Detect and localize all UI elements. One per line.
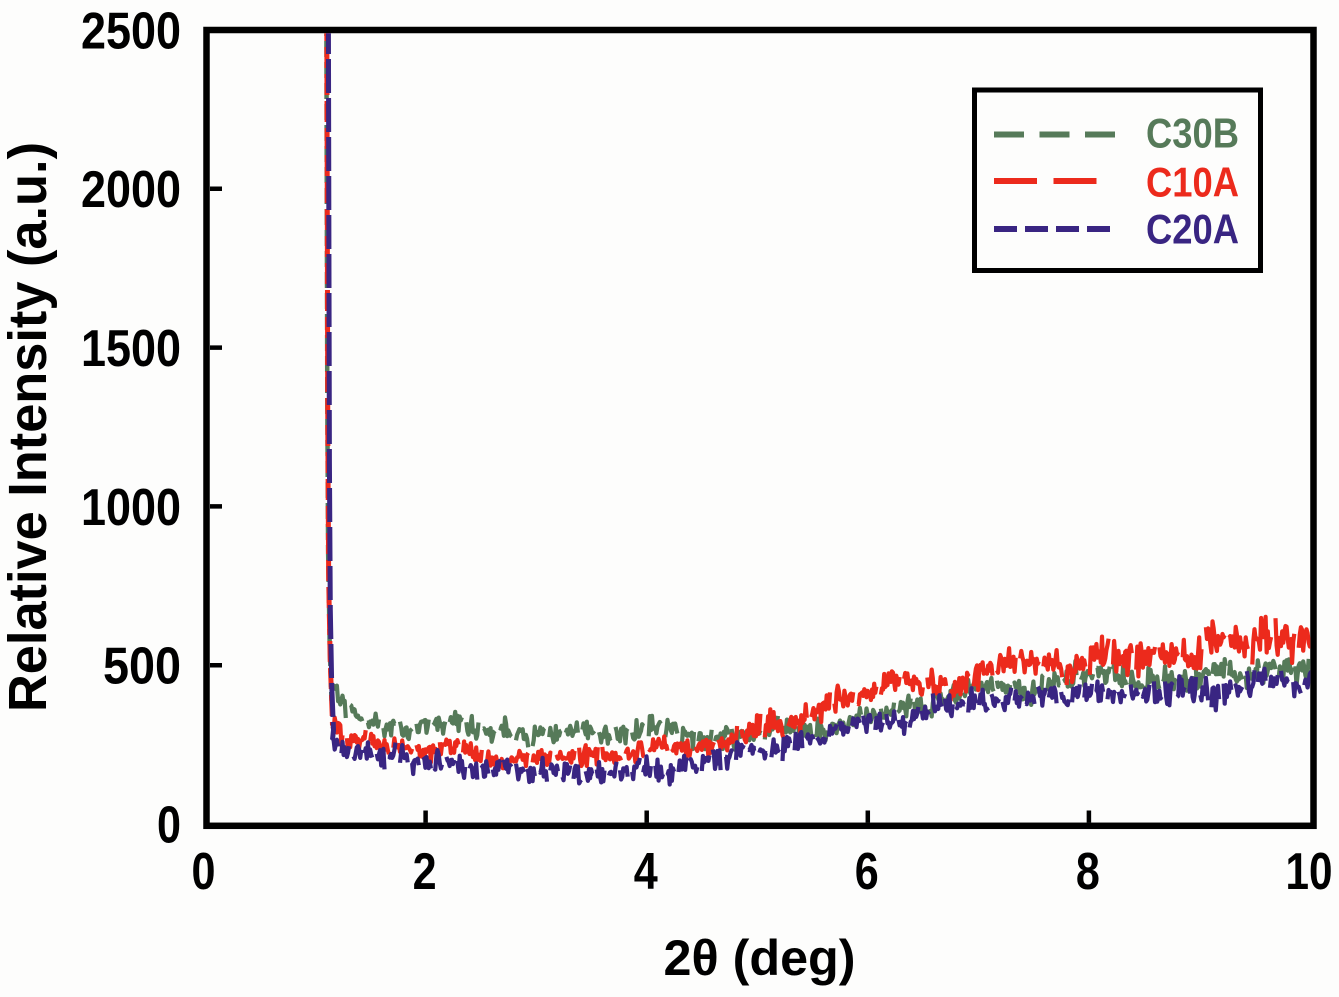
svg-text:2: 2 <box>413 843 437 901</box>
svg-text:C10A: C10A <box>1146 158 1239 205</box>
svg-text:10: 10 <box>1286 843 1333 901</box>
svg-text:6: 6 <box>855 843 879 901</box>
svg-text:0: 0 <box>157 796 181 854</box>
svg-text:2000: 2000 <box>81 161 181 219</box>
svg-text:1000: 1000 <box>81 479 181 537</box>
svg-text:Relative Intensity (a.u.): Relative Intensity (a.u.) <box>0 142 58 712</box>
svg-text:1500: 1500 <box>81 320 181 378</box>
svg-text:C30B: C30B <box>1146 110 1239 157</box>
svg-text:2500: 2500 <box>81 2 181 60</box>
svg-text:4: 4 <box>634 843 658 901</box>
svg-text:C20A: C20A <box>1146 206 1239 253</box>
svg-text:500: 500 <box>103 638 181 696</box>
svg-text:0: 0 <box>192 843 216 901</box>
svg-text:2θ (deg): 2θ (deg) <box>664 930 856 986</box>
svg-text:8: 8 <box>1076 843 1100 901</box>
